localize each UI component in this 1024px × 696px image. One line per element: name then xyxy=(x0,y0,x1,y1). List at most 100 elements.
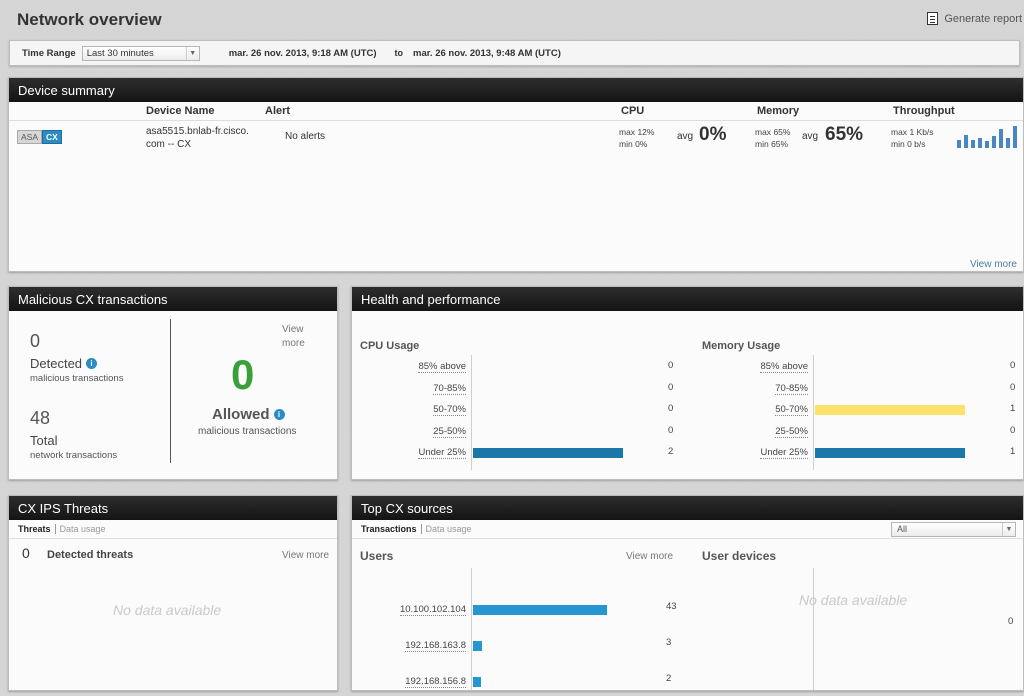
bar-count: 0 xyxy=(668,381,674,393)
device-name-line1: asa5515.bnlab-fr.cisco. xyxy=(146,126,249,137)
device-name-line2: com -- CX xyxy=(146,139,191,150)
health-title: Health and performance xyxy=(352,287,1023,311)
device-type-badges: ASA CX xyxy=(17,130,62,144)
throughput-sparkline xyxy=(957,126,1021,148)
bar-label[interactable]: 50-70% xyxy=(433,404,466,416)
detected-sub: malicious transactions xyxy=(30,373,124,384)
memory-min-max: max 65% min 65% xyxy=(755,126,790,150)
bar-label[interactable]: 50-70% xyxy=(775,404,808,416)
user-ip-label[interactable]: 192.168.156.8 xyxy=(405,676,466,688)
bar-count: 0 xyxy=(668,360,674,371)
detected-heading: Detected i xyxy=(30,356,98,371)
time-range-to: mar. 26 nov. 2013, 9:48 AM (UTC) xyxy=(413,47,561,59)
generate-report-label: Generate report xyxy=(944,12,1022,25)
cpu-min-max: max 12% min 0% xyxy=(619,126,654,150)
col-memory: Memory xyxy=(757,105,800,117)
device-summary-panel: Device summary Device Name Alert CPU Mem… xyxy=(8,77,1024,272)
bar-label[interactable]: 70-85% xyxy=(775,382,808,395)
bar-label[interactable]: 25-50% xyxy=(433,425,466,438)
user-ip-label[interactable]: 10.100.102.104 xyxy=(399,604,466,616)
cpu-avg-label: avg xyxy=(677,131,694,142)
bar-count: 0 xyxy=(1010,381,1016,393)
memory-max: 65% xyxy=(773,127,791,137)
bar-label[interactable]: Under 25% xyxy=(418,447,466,459)
page-title: Network overview xyxy=(17,10,162,29)
view-more-line1: View xyxy=(282,324,304,335)
chevron-down-icon: ▼ xyxy=(185,46,199,60)
memory-min: 65% xyxy=(771,139,789,149)
cpu-usage-title: CPU Usage xyxy=(360,340,420,352)
sources-filter-select[interactable]: All ▼ xyxy=(891,522,1016,537)
document-icon xyxy=(927,12,939,25)
total-sub: network transactions xyxy=(30,450,118,461)
badge-cx[interactable]: CX xyxy=(42,130,62,144)
bar-count: 0 xyxy=(1010,360,1016,371)
device-name[interactable]: asa5515.bnlab-fr.cisco. com -- CX xyxy=(146,125,249,151)
bar-label[interactable]: 70-85% xyxy=(433,382,466,395)
tab-transactions[interactable]: Transactions xyxy=(357,524,422,534)
throughput-spark-bar xyxy=(971,140,975,148)
tab-threats[interactable]: Threats xyxy=(14,524,56,534)
sources-tabs: Transactions Data usage xyxy=(357,524,476,534)
memory-avg-label: avg xyxy=(802,131,819,142)
device-summary-title: Device summary xyxy=(9,78,1023,102)
cpu-min-label: min xyxy=(619,139,633,149)
detected-label: Detected xyxy=(30,356,83,371)
bar-label[interactable]: Under 25% xyxy=(760,447,808,459)
chevron-down-icon: ▼ xyxy=(1002,523,1015,536)
ips-no-data: No data available xyxy=(113,602,222,618)
ips-threats-panel: CX IPS Threats Threats Data usage 0 Dete… xyxy=(8,495,338,691)
cpu-max-label: max xyxy=(619,127,636,137)
users-axis xyxy=(471,568,472,690)
throughput-min-max: max 1 Kb/s min 0 b/s xyxy=(891,126,934,150)
cpu-min: 0% xyxy=(635,139,648,149)
info-icon[interactable]: i xyxy=(86,358,98,369)
malicious-cx-panel: Malicious CX transactions 0 Detected i m… xyxy=(8,286,338,480)
malicious-cx-title: Malicious CX transactions xyxy=(9,287,337,311)
bar-label[interactable]: 85% above xyxy=(418,361,466,373)
info-icon[interactable]: i xyxy=(273,409,285,420)
bar-label[interactable]: 85% above xyxy=(760,361,808,373)
ips-view-more-link[interactable]: View more xyxy=(282,550,330,561)
allowed-count: 0 xyxy=(231,351,255,398)
ips-tabs: Threats Data usage xyxy=(14,524,110,534)
user-transactions-bar[interactable] xyxy=(473,677,481,687)
total-label: Total xyxy=(30,433,58,448)
user-devices-title: User devices xyxy=(702,549,777,563)
user-transactions-bar[interactable] xyxy=(473,641,482,651)
usage-bar[interactable] xyxy=(473,448,623,458)
throughput-min: 0 b/s xyxy=(907,139,926,149)
tab-data-usage[interactable]: Data usage xyxy=(59,524,106,534)
usage-bar[interactable] xyxy=(815,448,965,458)
user-ip-label[interactable]: 192.168.163.8 xyxy=(405,640,466,652)
ips-detected-label: Detected threats xyxy=(47,549,134,561)
throughput-min-label: min xyxy=(891,139,905,149)
user-devices-count: 0 xyxy=(1008,616,1014,627)
users-title: Users xyxy=(360,549,394,563)
user-transactions-count: 43 xyxy=(666,601,677,612)
view-more-line2: more xyxy=(282,338,305,349)
device-view-more-link[interactable]: View more xyxy=(969,259,1017,270)
ips-threats-title: CX IPS Threats xyxy=(9,496,337,520)
user-transactions-bar[interactable] xyxy=(473,605,607,615)
throughput-spark-bar xyxy=(985,141,989,148)
cpu-avg: 0% xyxy=(699,124,727,145)
malicious-view-more-link[interactable]: View more xyxy=(282,323,305,351)
tab-data-usage[interactable]: Data usage xyxy=(425,524,472,534)
badge-asa[interactable]: ASA xyxy=(17,130,43,144)
cpu-max: 12% xyxy=(637,127,655,137)
users-view-more-link[interactable]: View more xyxy=(626,551,674,562)
bar-count: 0 xyxy=(1010,424,1016,436)
generate-report-button[interactable]: Generate report xyxy=(927,12,1022,25)
memory-max-label: max xyxy=(755,127,772,137)
detected-count: 0 xyxy=(30,331,41,351)
bar-count: 2 xyxy=(668,446,674,457)
throughput-max: 1 Kb/s xyxy=(909,127,934,137)
bar-label[interactable]: 25-50% xyxy=(775,425,808,438)
throughput-spark-bar xyxy=(1006,138,1010,148)
time-range-select[interactable]: Last 30 minutes ▼ xyxy=(81,45,200,61)
col-cpu: CPU xyxy=(621,105,645,117)
bar-count: 0 xyxy=(668,424,674,436)
bar-count: 1 xyxy=(1010,403,1016,414)
usage-bar[interactable] xyxy=(815,405,965,415)
